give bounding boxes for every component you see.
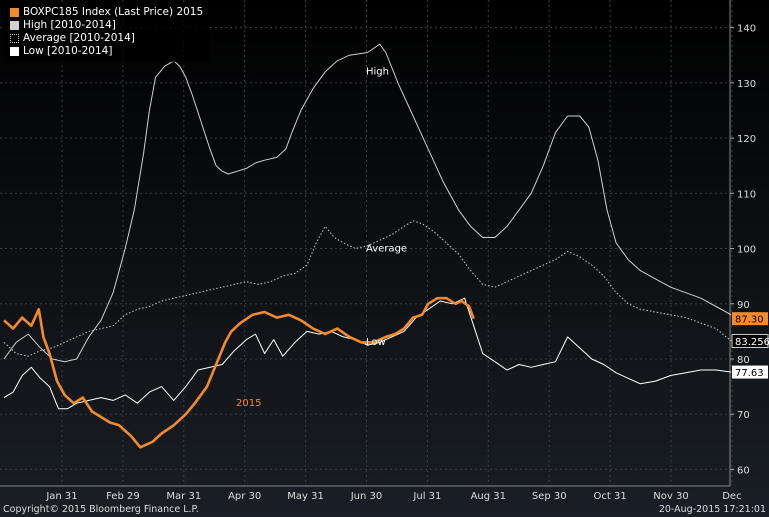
series-line-high xyxy=(3,43,732,363)
series-inline-label-2015: 2015 xyxy=(236,398,261,409)
legend-swatch-low xyxy=(10,47,19,56)
series-inline-label-high: High xyxy=(366,67,389,78)
y-tick-label-140: 140 xyxy=(737,24,756,35)
y-tick-label-90: 90 xyxy=(737,300,750,311)
end-value-tag-low xyxy=(732,365,768,379)
y-tick-label-80: 80 xyxy=(737,355,750,366)
x-tick-label-7: Aug 31 xyxy=(471,491,506,502)
series-line-2015 xyxy=(3,296,475,449)
series-inline-label-low: Low xyxy=(366,337,386,348)
end-value-label-2015: 87.30 xyxy=(735,315,764,326)
legend-item-average: Average [2010-2014] xyxy=(10,32,203,45)
x-tick-label-0: Jan 31 xyxy=(45,491,77,502)
x-tick-label-10: Nov 30 xyxy=(653,491,688,502)
legend-label-2015: BOXPC185 Index (Last Price) 2015 xyxy=(23,6,204,18)
legend-label-average: Average [2010-2014] xyxy=(23,32,135,44)
x-tick-label-9: Oct 31 xyxy=(593,491,626,502)
legend-item-2015: BOXPC185 Index (Last Price) 2015 xyxy=(10,6,203,19)
x-tick-label-4: May 31 xyxy=(287,491,324,502)
series-inline-label-average: Average xyxy=(366,243,407,254)
y-tick-label-60: 60 xyxy=(737,465,750,476)
end-value-label-average: 83.256 xyxy=(735,337,769,348)
x-tick-label-3: Apr 30 xyxy=(228,491,261,502)
footer: Copyright© 2015 Bloomberg Finance L.P. 2… xyxy=(0,503,769,517)
copyright-text: Copyright© 2015 Bloomberg Finance L.P. xyxy=(3,504,199,515)
x-tick-label-5: Jun 30 xyxy=(350,491,383,502)
y-tick-label-130: 130 xyxy=(737,79,756,90)
y-tick-label-70: 70 xyxy=(737,410,750,421)
y-tick-label-100: 100 xyxy=(737,245,756,256)
x-tick-label-8: Sep 30 xyxy=(532,491,567,502)
legend-item-low: Low [2010-2014] xyxy=(10,45,203,58)
timestamp-text: 20-Aug-2015 17:21:01 xyxy=(658,504,766,515)
series-line-low xyxy=(3,297,732,410)
legend-swatch-2015 xyxy=(10,8,19,17)
legend: BOXPC185 Index (Last Price) 2015 High [2… xyxy=(4,3,210,62)
legend-swatch-high xyxy=(10,21,19,30)
end-value-tag-average xyxy=(731,333,769,348)
end-value-tag-2015 xyxy=(732,312,768,326)
series-line-average xyxy=(3,220,732,357)
x-tick-label-6: Jul 31 xyxy=(412,491,441,502)
x-tick-label-11: Dec xyxy=(722,491,741,502)
y-tick-label-110: 110 xyxy=(737,189,756,200)
legend-label-low: Low [2010-2014] xyxy=(23,45,113,57)
end-value-label-low: 77.63 xyxy=(735,368,764,379)
legend-swatch-average xyxy=(10,34,19,43)
x-tick-label-2: Mar 31 xyxy=(166,491,201,502)
legend-label-high: High [2010-2014] xyxy=(23,19,116,31)
legend-item-high: High [2010-2014] xyxy=(10,19,203,32)
y-tick-label-120: 120 xyxy=(737,134,756,145)
x-tick-label-1: Feb 29 xyxy=(106,491,140,502)
